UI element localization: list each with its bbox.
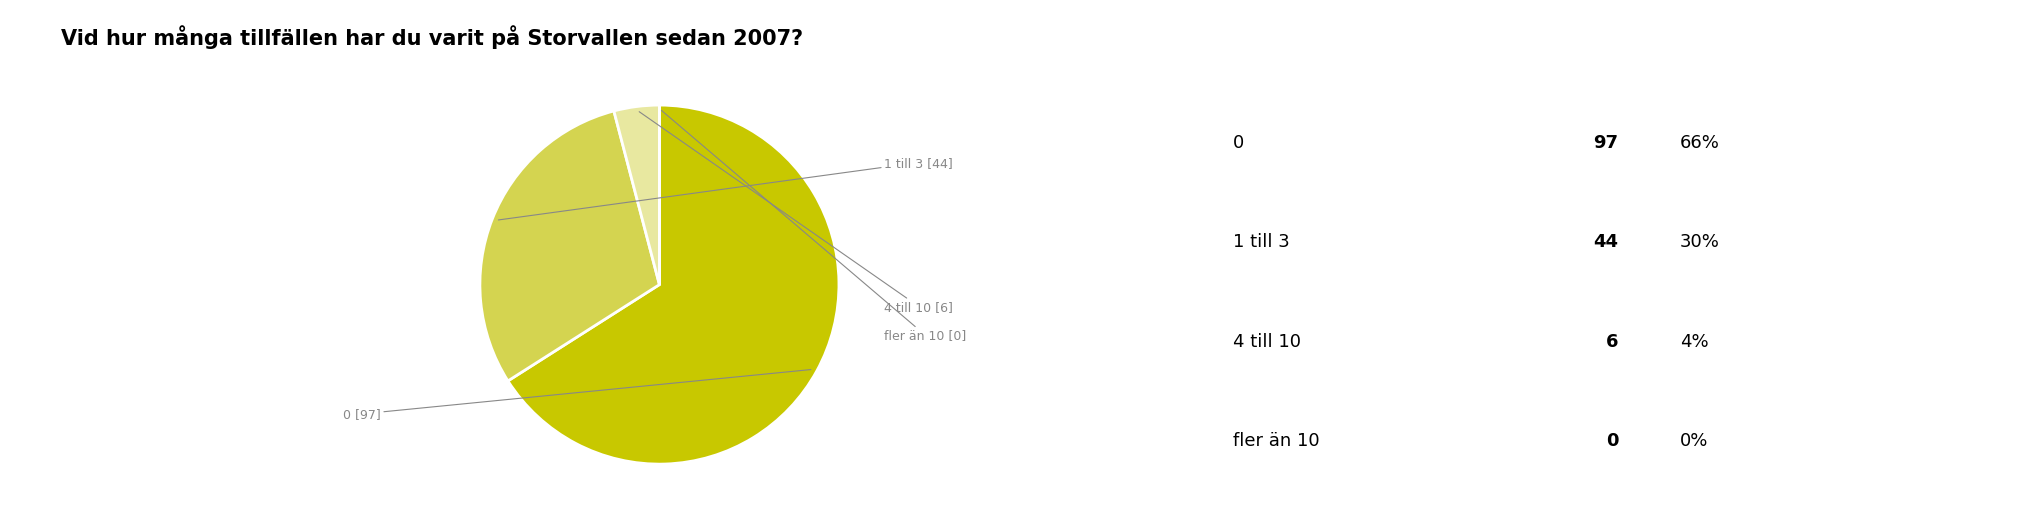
Text: 0%: 0% — [1680, 432, 1708, 449]
Text: 1 till 3: 1 till 3 — [1234, 233, 1290, 251]
Text: fler än 10 [0]: fler än 10 [0] — [661, 111, 966, 342]
Text: 44: 44 — [1593, 233, 1619, 251]
Text: 0: 0 — [1234, 134, 1244, 152]
Text: 4 till 10: 4 till 10 — [1234, 332, 1301, 350]
Text: 6: 6 — [1605, 332, 1619, 350]
Text: 0: 0 — [1605, 432, 1619, 449]
Text: 0 [97]: 0 [97] — [343, 370, 812, 420]
Wedge shape — [507, 106, 838, 464]
Text: fler än 10: fler än 10 — [1234, 432, 1319, 449]
Text: 4 till 10 [6]: 4 till 10 [6] — [639, 112, 954, 313]
Wedge shape — [615, 106, 659, 285]
Text: 1 till 3 [44]: 1 till 3 [44] — [499, 157, 952, 220]
Text: 4%: 4% — [1680, 332, 1708, 350]
Text: 97: 97 — [1593, 134, 1619, 152]
Text: 66%: 66% — [1680, 134, 1721, 152]
Wedge shape — [481, 112, 659, 381]
Text: Vid hur många tillfällen har du varit på Storvallen sedan 2007?: Vid hur många tillfällen har du varit på… — [61, 25, 803, 49]
Text: 30%: 30% — [1680, 233, 1721, 251]
